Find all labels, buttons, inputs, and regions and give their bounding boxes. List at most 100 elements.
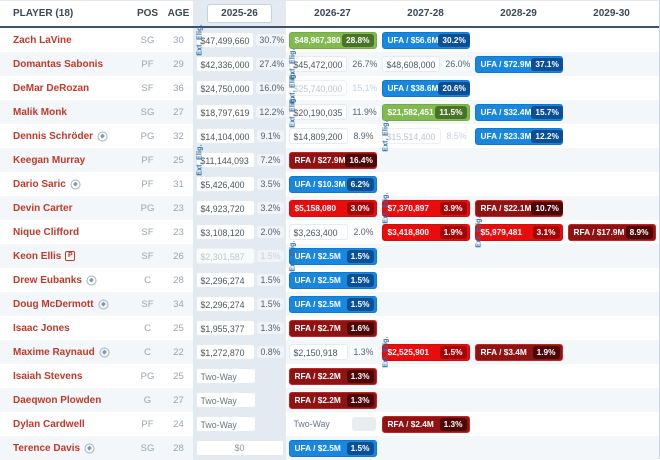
two-way-contract: Two-Way bbox=[195, 392, 256, 408]
player-cell: Isaac Jones bbox=[0, 316, 131, 340]
season-cell-2026-27: Two-Way bbox=[286, 412, 379, 436]
cap-percent: 16.0% bbox=[256, 82, 288, 94]
zero-salary: $0 bbox=[195, 440, 284, 456]
player-name-link[interactable]: Dario Saric bbox=[13, 178, 66, 190]
extension-eligible-label: Ext. Elig. bbox=[196, 144, 204, 176]
badge-amount: UFA / $72.9M bbox=[480, 59, 532, 69]
player-name-link[interactable]: Malik Monk bbox=[13, 106, 67, 118]
guaranteed-salary-badge: $48,967,380 28.8% bbox=[288, 31, 377, 49]
age-value: 25 bbox=[173, 154, 184, 166]
season-cell-2029-30 bbox=[565, 100, 658, 124]
salary-amount: $14,809,200 bbox=[288, 128, 349, 144]
salary-amount: $11,144,093 bbox=[195, 152, 256, 168]
salary-amount: $15,514,400 bbox=[381, 128, 442, 144]
player-name-link[interactable]: Dennis Schröder bbox=[13, 130, 94, 142]
cap-percent: 7.2% bbox=[257, 154, 284, 166]
contract-tag-icon bbox=[99, 346, 110, 358]
age-value: 27 bbox=[173, 106, 184, 118]
badge-amount: RFA / $2.4M bbox=[387, 419, 434, 429]
badge-amount: UFA / $32.4M bbox=[480, 107, 532, 117]
age-value: 24 bbox=[173, 418, 184, 430]
player-name-link[interactable]: Terence Davis bbox=[13, 442, 81, 454]
salary-amount: $47,499,660 bbox=[195, 32, 255, 48]
cap-percent: 1.5% bbox=[257, 250, 284, 262]
season-selector-button[interactable]: 2025-26 bbox=[207, 4, 272, 23]
player-cell: Doug McDermott bbox=[0, 292, 131, 316]
badge-amount: UFA / $2.5M bbox=[294, 251, 341, 261]
player-name-link[interactable]: Dylan Cardwell bbox=[13, 418, 85, 430]
season-cell-2027-28: RFA / $2.4M 1.3% bbox=[379, 412, 472, 436]
badge-percent: 11.5% bbox=[435, 105, 467, 119]
guaranteed-salary-badge: $21,582,451 11.5% bbox=[381, 103, 470, 121]
player-row: Isaiah Stevens PG 25 Two-Way RFA / $2.2M 1.3% bbox=[0, 364, 659, 388]
player-row: Terence Davis SG 28 $0 UFA / $2.5M 1.5% bbox=[0, 436, 659, 460]
player-name-link[interactable]: Maxime Raynaud bbox=[13, 346, 95, 358]
season-column-header-2029-30: 2029-30 bbox=[593, 8, 630, 19]
player-name-link[interactable]: Devin Carter bbox=[13, 202, 73, 214]
position-value: G bbox=[143, 394, 152, 406]
season-cell-2029-30 bbox=[565, 148, 658, 172]
season-cell-2028-29: Ext. Elig. $5,979,481 3.1% bbox=[472, 216, 565, 248]
season-cell-2027-28 bbox=[379, 292, 472, 316]
badge-percent: 1.5% bbox=[346, 441, 374, 455]
season-cell-2026-27: $14,809,200 8.9% bbox=[286, 124, 379, 148]
contract-tag-icon bbox=[98, 298, 109, 310]
season-cell-2029-30 bbox=[565, 52, 658, 76]
salary-amount: $5,426,400 bbox=[195, 176, 256, 192]
player-row: Dennis Schröder PG 32 $14,104,000 9.1% $14,80… bbox=[0, 120, 659, 152]
badge-percent: 20.6% bbox=[438, 81, 470, 95]
season-cell-2028-29 bbox=[472, 268, 565, 292]
ufa-projection-badge: UFA / $56.6M 30.2% bbox=[381, 31, 470, 49]
season-cell-2027-28: Ext. Elig. $7,370,897 3.9% bbox=[379, 192, 472, 224]
badge-percent: 1.5% bbox=[346, 249, 374, 263]
badge-amount: RFA / $22.1M bbox=[480, 203, 532, 213]
player-name-link[interactable]: Isaac Jones bbox=[13, 322, 70, 334]
salary-amount: $3,263,400 bbox=[288, 224, 349, 240]
age-value: 36 bbox=[173, 82, 184, 94]
player-name-link[interactable]: Nique Clifford bbox=[13, 226, 80, 238]
season-cell-2027-28: $48,608,000 26.0% bbox=[379, 52, 474, 76]
player-row: Domantas Sabonis PF 29 $42,336,000 27.4% Ext.… bbox=[0, 48, 659, 80]
salary-amount: $2,296,274 bbox=[195, 272, 256, 288]
rfa-projection-badge: RFA / $17.9M 8.9% bbox=[567, 223, 656, 241]
ufa-projection-badge: UFA / $72.9M 37.1% bbox=[474, 55, 563, 73]
season-cell-2026-27: $3,263,400 2.0% bbox=[286, 220, 379, 244]
player-name-link[interactable]: Isaiah Stevens bbox=[13, 370, 83, 382]
player-row: DeMar DeRozan SF 36 $24,750,000 16.0% Ext. El… bbox=[0, 72, 659, 104]
season-cell-2029-30 bbox=[565, 292, 658, 316]
cap-percent: 26.0% bbox=[442, 58, 474, 70]
season-cell-2026-27: Ext. Elig. $45,472,000 26.7% bbox=[286, 48, 381, 80]
age-value: 31 bbox=[173, 178, 184, 190]
season-cell-2027-28 bbox=[379, 172, 472, 196]
player-name-link[interactable]: Keon Ellis bbox=[13, 250, 62, 262]
season-cell-2025-26: Two-Way bbox=[193, 388, 286, 412]
player-name-link[interactable]: Doug McDermott bbox=[13, 298, 94, 310]
age-value: 29 bbox=[173, 58, 184, 70]
ufa-projection-badge: UFA / $10.3M 6.2% bbox=[288, 175, 377, 193]
player-name-link[interactable]: Drew Eubanks bbox=[13, 274, 82, 286]
two-way-contract: Two-Way bbox=[195, 368, 256, 384]
season-cell-2027-28 bbox=[379, 364, 472, 388]
season-cell-2029-30 bbox=[565, 412, 658, 436]
season-cell-2029-30 bbox=[565, 340, 658, 364]
season-cell-2025-26: Two-Way bbox=[193, 412, 286, 436]
age-value: 28 bbox=[173, 274, 184, 286]
player-name-link[interactable]: Zach LaVine bbox=[13, 34, 72, 46]
player-name-link[interactable]: Domantas Sabonis bbox=[13, 58, 104, 70]
player-name-link[interactable]: DeMar DeRozan bbox=[13, 82, 90, 94]
badge-percent: 1.9% bbox=[532, 345, 560, 359]
season-cell-2028-29: UFA / $72.9M 37.1% bbox=[472, 52, 565, 76]
season-cell-2027-28 bbox=[379, 436, 472, 460]
season-cell-2025-26: $42,336,000 27.4% bbox=[193, 52, 288, 76]
season-cell-2029-30 bbox=[565, 316, 658, 340]
season-cell-2029-30 bbox=[565, 436, 658, 460]
age-column-header: AGE bbox=[167, 8, 190, 19]
age-value: 28 bbox=[173, 442, 184, 454]
player-name-link[interactable]: Keegan Murray bbox=[13, 154, 86, 166]
player-name-link[interactable]: Daeqwon Plowden bbox=[13, 394, 102, 406]
badge-amount: $2,525,901 bbox=[387, 347, 430, 357]
cap-percent: 3.2% bbox=[257, 202, 284, 214]
season-cell-2027-28: UFA / $38.6M 20.6% bbox=[379, 76, 472, 100]
season-cell-2027-28: $3,418,800 1.9% bbox=[379, 220, 472, 244]
